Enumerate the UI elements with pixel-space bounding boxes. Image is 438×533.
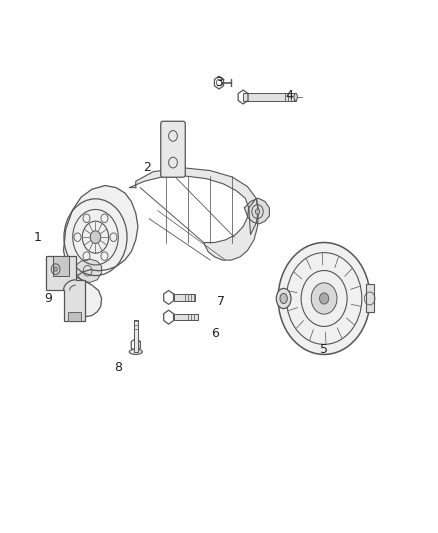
Text: 9: 9: [44, 292, 52, 305]
Bar: [243, 93, 296, 101]
FancyBboxPatch shape: [161, 122, 185, 177]
Text: 1: 1: [33, 231, 41, 244]
Text: 3: 3: [215, 76, 223, 89]
Ellipse shape: [280, 294, 287, 303]
Text: 2: 2: [143, 161, 151, 174]
Polygon shape: [74, 259, 102, 282]
Text: 7: 7: [217, 295, 225, 308]
Bar: [174, 294, 195, 301]
Circle shape: [90, 231, 101, 244]
Circle shape: [311, 283, 337, 314]
Bar: [53, 256, 69, 276]
Polygon shape: [64, 185, 138, 317]
Bar: [174, 314, 198, 320]
Polygon shape: [244, 198, 269, 224]
Polygon shape: [46, 256, 85, 321]
Ellipse shape: [294, 93, 297, 101]
Circle shape: [255, 209, 260, 214]
Ellipse shape: [129, 349, 142, 354]
Text: 4: 4: [285, 90, 293, 102]
Text: 6: 6: [211, 327, 219, 340]
Ellipse shape: [278, 243, 370, 354]
Circle shape: [320, 293, 328, 304]
Ellipse shape: [276, 288, 291, 309]
Text: 5: 5: [320, 343, 328, 356]
Polygon shape: [129, 168, 258, 235]
Bar: [68, 312, 81, 321]
Text: 8: 8: [114, 361, 122, 374]
Bar: [134, 320, 138, 352]
Polygon shape: [204, 198, 258, 260]
Circle shape: [54, 267, 57, 271]
Polygon shape: [365, 285, 374, 312]
